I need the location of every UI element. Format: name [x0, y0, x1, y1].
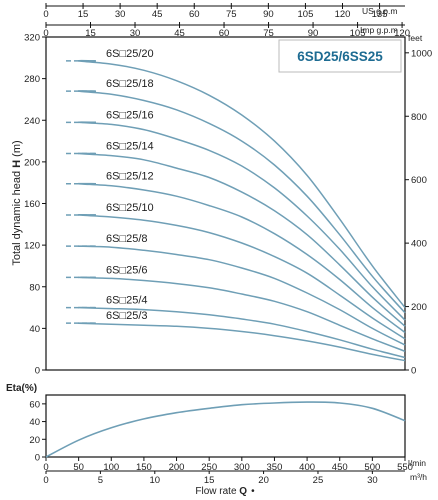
head-y-tick-label: 280: [24, 74, 40, 85]
feet-tick-label: 600: [411, 175, 427, 186]
top-axis-tick-label: 30: [130, 28, 141, 39]
us-gpm-unit-label: US g.p.m: [362, 6, 397, 16]
flow-m3h-tick-label: 10: [149, 475, 160, 486]
head-y-axis: 0 40 80 120 160 200 240 280 320: [24, 33, 46, 377]
head-chart-frame: [45, 36, 406, 371]
top-axis-tick-label: 120: [394, 28, 410, 39]
top-axis-tick-label: 15: [85, 28, 96, 39]
eta-axis-title: Eta(%): [6, 383, 37, 394]
head-curve-line: [77, 245, 406, 346]
eta-y-tick-label: 0: [35, 453, 40, 464]
flow-lpm-tick-label: 350: [267, 462, 283, 473]
head-curve-labels: 6S□25/20 6S□25/18 6S□25/16 6S□25/14 6S□25/12…: [106, 48, 154, 322]
top-axis-tick-label: 75: [263, 28, 274, 39]
head-curve-line: [77, 90, 406, 314]
top-axis-tick-label: 0: [43, 28, 48, 39]
head-y-tick-label: 160: [24, 199, 40, 210]
flow-m3h-tick-label: 15: [204, 475, 215, 486]
flow-lpm-tick-label: 150: [136, 462, 152, 473]
flow-rate-axis-title: Flow rate Q •: [195, 486, 255, 497]
flow-m3h-tick-label: 0: [43, 475, 48, 486]
top-axis-tick-label: 60: [219, 28, 230, 39]
head-curve-label: 6S□25/3: [106, 310, 148, 322]
top-axis-tick-label: 60: [189, 9, 200, 20]
head-y-tick-label: 40: [29, 324, 40, 335]
head-y-tick-label: 320: [24, 33, 40, 44]
head-curve-line: [77, 276, 406, 352]
model-title-box: [278, 39, 402, 73]
head-curve-line: [77, 306, 406, 359]
eta-y-tick-label: 40: [29, 417, 40, 428]
chart-title: 6SD25/6SS25: [297, 49, 383, 64]
flow-lpm-tick-label: 200: [169, 462, 185, 473]
top-axis-tick-label: 120: [335, 9, 351, 20]
m3h-unit-label: m³/h: [410, 472, 427, 482]
flow-m3h-tick-label: 5: [98, 475, 103, 486]
head-curve-label: 6S□25/16: [106, 109, 154, 121]
top-axis-tick-label: 105: [298, 9, 314, 20]
flow-lpm-tick-label: 400: [299, 462, 315, 473]
eta-curve: [45, 401, 406, 458]
eta-y-tick-label: 60: [29, 399, 40, 410]
head-curve-label: 6S□25/6: [106, 264, 148, 276]
flow-m3h-tick-label: 30: [367, 475, 378, 486]
top-axis-tick-label: 105: [350, 28, 366, 39]
head-curve-label: 6S□25/18: [106, 78, 154, 90]
eta-y-tick-label: 20: [29, 435, 40, 446]
head-curve-line: [77, 322, 406, 362]
head-curve-label: 6S□25/14: [106, 141, 154, 153]
top-axis-tick-label: 75: [226, 9, 237, 20]
head-curve-line: [77, 121, 406, 321]
head-axis-title: Total dynamic head H (m): [11, 140, 23, 265]
head-y-tick-label: 200: [24, 157, 40, 168]
feet-tick-label: 800: [411, 112, 427, 123]
head-curve-label: 6S□25/8: [106, 233, 148, 245]
feet-axis-label: feet: [408, 33, 423, 43]
flow-m3h-tick-label: 25: [313, 475, 324, 486]
flow-lpm-tick-label: 500: [364, 462, 380, 473]
head-curves: [66, 59, 406, 362]
top-axis-tick-label: 30: [115, 9, 126, 20]
flow-lpm-tick-label: 50: [73, 462, 84, 473]
lpm-unit-label: l/min: [408, 458, 426, 468]
head-curve-line: [77, 182, 406, 334]
feet-tick-label: 1000: [411, 48, 432, 59]
top-axis-tick-label: 90: [263, 9, 274, 20]
head-curve-label: 6S□25/10: [106, 202, 154, 214]
feet-tick-label: 0: [411, 366, 416, 377]
head-curve-label: 6S□25/4: [106, 295, 148, 307]
head-curve-line: [77, 214, 406, 340]
top-axis-tick-label: 45: [174, 28, 185, 39]
top-axis-tick-label: 15: [78, 9, 89, 20]
flow-lpm-tick-label: 250: [201, 462, 217, 473]
head-y-tick-label: 80: [29, 282, 40, 293]
feet-axis: 0 200 400 600 800 1000: [405, 48, 432, 377]
flow-lpm-tick-label: 300: [234, 462, 250, 473]
top-axis-tick-label: 135: [372, 9, 388, 20]
flow-m3h-tick-label: 20: [258, 475, 269, 486]
head-curve-line: [77, 152, 406, 327]
feet-tick-label: 400: [411, 239, 427, 250]
imp-gpm-unit-label: Imp g.p.m: [360, 25, 398, 35]
top-flow-axes: 0 15 30 45 60 75 90 105 120 135 0 15 30 45 60 75 90 105 12…: [43, 3, 410, 39]
flow-lpm-tick-label: 0: [43, 462, 48, 473]
top-axis-tick-label: 0: [43, 9, 48, 20]
head-curve-line: [77, 59, 406, 309]
flow-lpm-tick-label: 100: [103, 462, 119, 473]
head-y-tick-label: 240: [24, 116, 40, 127]
top-axis-tick-label: 90: [308, 28, 319, 39]
head-curve-label: 6S□25/12: [106, 171, 154, 183]
flow-lpm-tick-label: 550: [397, 462, 413, 473]
head-curve-label: 6S□25/20: [106, 48, 154, 60]
flow-lpm-tick-label: 450: [332, 462, 348, 473]
head-y-tick-label: 0: [35, 366, 40, 377]
feet-tick-label: 200: [411, 302, 427, 313]
head-y-tick-label: 120: [24, 241, 40, 252]
eta-chart-frame: [45, 394, 406, 458]
top-axis-tick-label: 45: [152, 9, 163, 20]
